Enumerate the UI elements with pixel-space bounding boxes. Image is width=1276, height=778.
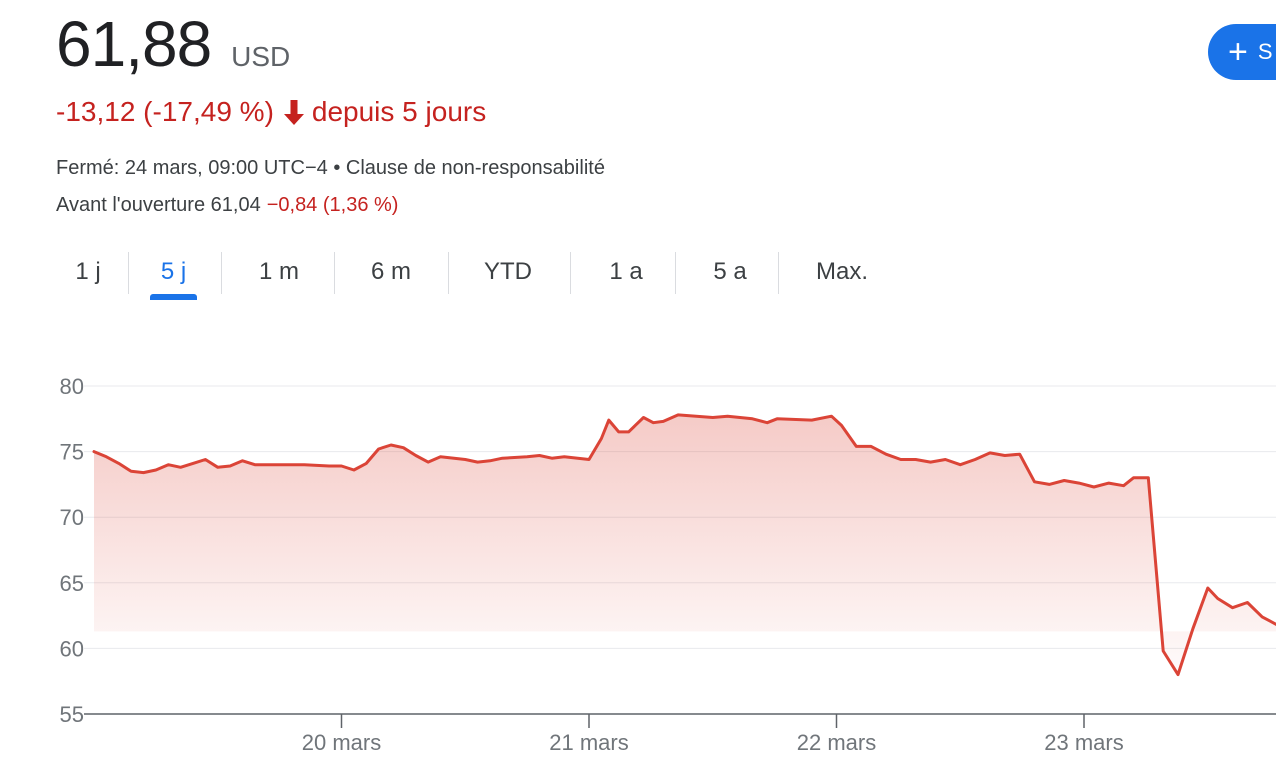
y-tick-label: 80 <box>60 374 84 399</box>
tab-1j[interactable]: 1 j <box>75 258 101 285</box>
x-tick-label: 23 mars <box>1044 730 1123 755</box>
tab-divider <box>778 252 779 294</box>
tab-max[interactable]: Max. <box>815 258 868 285</box>
y-tick-label: 75 <box>60 440 84 465</box>
tab-divider <box>334 252 335 294</box>
x-tick-label: 20 mars <box>302 730 381 755</box>
change-period: depuis 5 jours <box>311 96 487 127</box>
tab-1a[interactable]: 1 a <box>609 258 643 285</box>
tab-divider <box>570 252 571 294</box>
tab-divider <box>221 252 222 294</box>
tab-divider <box>675 252 676 294</box>
price-line <box>92 413 1276 677</box>
price-chart[interactable]: 55 60 65 70 75 80 20 mars 21 mars 22 mars 23 mars <box>0 340 1276 778</box>
tab-divider <box>448 252 449 294</box>
y-tick-label: 70 <box>60 505 84 530</box>
premarket-label: Avant l'ouverture 61,04 <box>56 194 261 216</box>
price-area-fill <box>94 414 1276 675</box>
follow-button[interactable]: + S <box>1208 24 1276 80</box>
current-price: 61,88 <box>56 8 212 80</box>
market-closed-info: Fermé: 24 mars, 09:00 UTC−4 • Clause de … <box>56 157 605 179</box>
active-tab-indicator <box>150 294 197 300</box>
price-row: 61,88 USD <box>56 6 290 82</box>
tab-divider <box>128 252 129 294</box>
tab-6m[interactable]: 6 m <box>370 258 411 285</box>
tab-1m[interactable]: 1 m <box>258 258 299 285</box>
tab-5j[interactable]: 5 j <box>160 258 187 285</box>
currency-label: USD <box>231 41 291 72</box>
y-tick-label: 65 <box>60 571 84 596</box>
x-tick-label: 21 mars <box>549 730 628 755</box>
price-change: -13,12 (-17,49 %) <box>56 96 274 127</box>
y-tick-label: 60 <box>60 636 84 661</box>
tab-5a[interactable]: 5 a <box>713 258 747 285</box>
tab-ytd[interactable]: YTD <box>484 258 532 285</box>
follow-button-label: S <box>1257 39 1273 64</box>
arrow-down-icon <box>283 100 304 125</box>
price-change-row: -13,12 (-17,49 %) depuis 5 jours <box>56 94 486 130</box>
x-tick-label: 22 mars <box>797 730 876 755</box>
plus-icon: + <box>1228 33 1248 71</box>
premarket-change: −0,84 (1,36 %) <box>266 194 399 216</box>
premarket-info: Avant l'ouverture 61,04 −0,84 (1,36 %) <box>56 191 398 219</box>
y-tick-label: 55 <box>60 702 84 727</box>
